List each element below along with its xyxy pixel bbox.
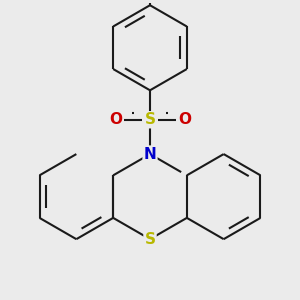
Text: O: O: [109, 112, 122, 127]
Text: S: S: [145, 112, 155, 127]
Text: O: O: [178, 112, 191, 127]
Text: N: N: [144, 147, 156, 162]
Text: S: S: [145, 232, 155, 247]
